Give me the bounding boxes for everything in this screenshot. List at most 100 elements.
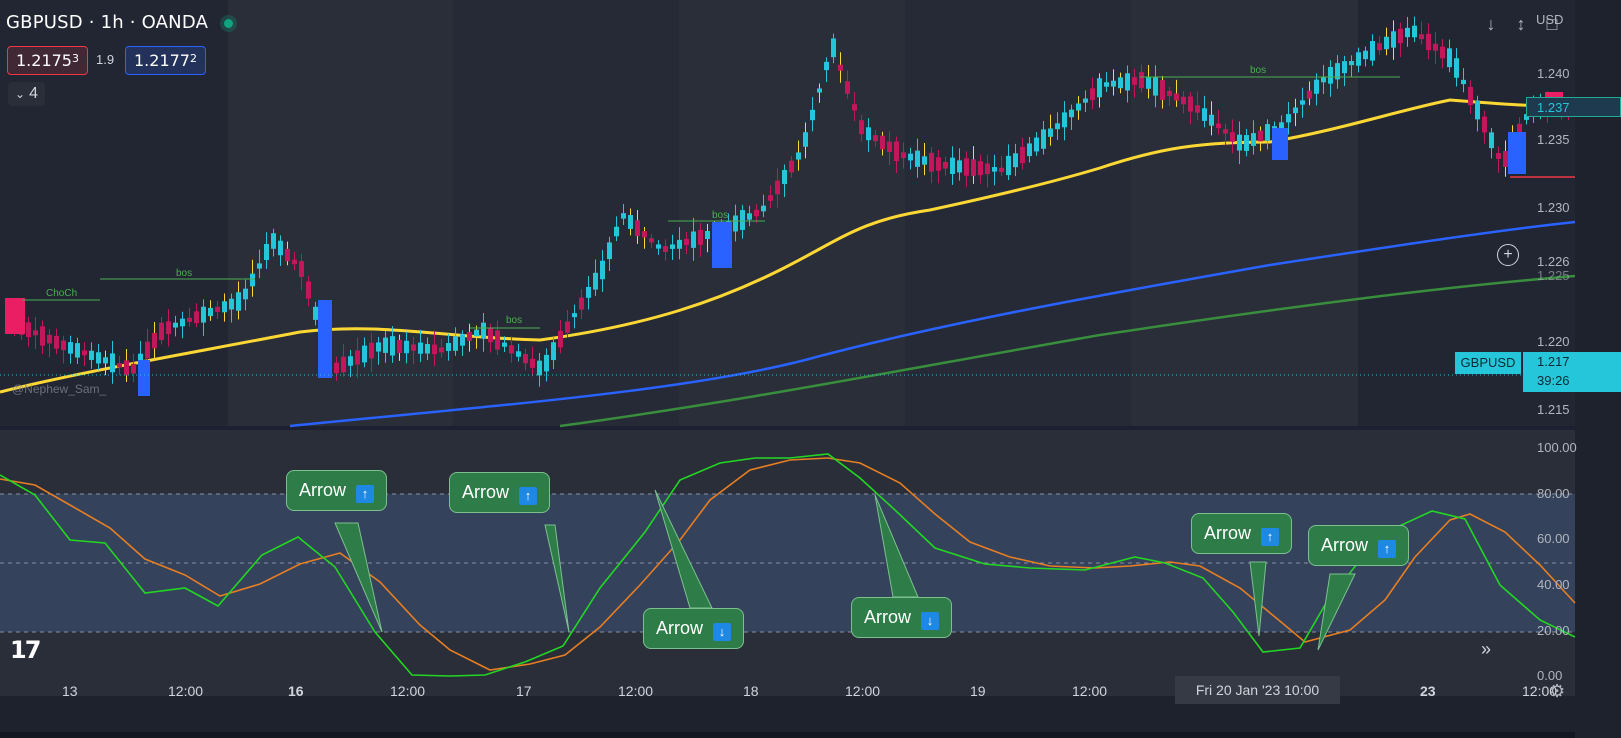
candle-body <box>1139 72 1144 89</box>
arrow-up-signal[interactable]: Arrow ↑ <box>286 470 388 511</box>
arrow-pointer <box>1249 561 1267 637</box>
candle-body <box>1027 143 1032 157</box>
candle-body <box>754 209 759 217</box>
tradingview-logo[interactable]: 17 <box>10 636 41 664</box>
candle-body <box>390 336 395 356</box>
candle-body <box>1300 100 1305 105</box>
price-axis-label: 1.230 <box>1537 200 1570 215</box>
candle-body <box>1174 93 1179 101</box>
price-axis-label: 1.220 <box>1537 334 1570 349</box>
candle-body <box>453 336 458 351</box>
sell-price: 1.2175 <box>16 51 72 70</box>
bar-countdown: 39:26 <box>1537 373 1570 388</box>
arrow-down-signal[interactable]: Arrow ↓ <box>851 597 953 638</box>
arrow-signal-label: Arrow <box>656 618 704 638</box>
candle-body <box>1223 129 1228 134</box>
candle-body <box>859 120 864 135</box>
candle-body <box>866 127 871 141</box>
candle-body <box>1216 123 1221 129</box>
candle-body <box>362 345 367 363</box>
time-axis-label: 23 <box>1420 683 1436 699</box>
candle-body <box>1286 114 1291 123</box>
candle-body <box>1279 122 1284 129</box>
candle-body <box>915 150 920 167</box>
candle-body <box>33 330 38 336</box>
candle-body <box>789 160 794 173</box>
add-alert-button[interactable]: + <box>1497 244 1519 266</box>
candle-body <box>502 342 507 347</box>
session-band <box>905 0 1131 426</box>
collapse-icon[interactable]: ↕ <box>1516 14 1526 34</box>
candle-body <box>1342 61 1347 74</box>
arrow-signal-label: Arrow <box>299 480 347 500</box>
candle-body <box>586 286 591 298</box>
candle-body <box>509 345 514 354</box>
candle-body <box>1377 43 1382 51</box>
price-axis-label: 1.215 <box>1537 402 1570 417</box>
candle-body <box>1384 36 1389 50</box>
gear-icon[interactable]: ⚙ <box>1549 681 1566 701</box>
candle-body <box>887 141 892 153</box>
candle-body <box>1237 134 1242 151</box>
candle-body <box>187 317 192 322</box>
osc-axis-label: 80.00 <box>1537 486 1570 501</box>
price-axis-label: 1.225 <box>1537 268 1570 283</box>
highlight-candle <box>318 300 332 378</box>
candle-body <box>1244 135 1249 151</box>
candle-body <box>152 333 157 349</box>
osc-axis-label: 40.00 <box>1537 577 1570 592</box>
bos-label-1: bos <box>176 268 192 279</box>
candle-body <box>705 231 710 239</box>
candle-body <box>992 167 997 172</box>
buy-price-pip: 2 <box>189 52 197 65</box>
arrow-up-signal[interactable]: Arrow ↑ <box>1308 525 1410 566</box>
candle-body <box>838 64 843 71</box>
arrow-pointer <box>544 524 570 633</box>
candle-body <box>173 322 178 328</box>
candle-body <box>565 321 570 333</box>
ema-fast-line <box>0 98 1576 394</box>
candle-body <box>1447 48 1452 68</box>
candle-body <box>481 322 486 339</box>
candle-body <box>222 301 227 313</box>
market-open-indicator <box>224 19 233 28</box>
candle-body <box>26 322 31 338</box>
candle-body <box>1153 77 1158 96</box>
candle-body <box>285 248 290 262</box>
candle-body <box>1020 146 1025 164</box>
candle-body <box>411 344 416 351</box>
indicators-toggle[interactable]: ⌄ 4 <box>8 82 45 106</box>
fullscreen-icon[interactable]: □ <box>1546 14 1558 34</box>
scroll-to-realtime-button[interactable]: » <box>1469 632 1503 666</box>
candle-body <box>460 334 465 346</box>
candle-body <box>1489 132 1494 149</box>
arrow-up-signal[interactable]: Arrow ↑ <box>1191 513 1293 554</box>
buy-button[interactable]: 1.21772 <box>125 46 206 75</box>
time-axis-label: 12:00 <box>168 683 204 699</box>
arrow-up-icon: ↑ <box>519 487 538 505</box>
candle-body <box>950 157 955 175</box>
candle-body <box>47 334 52 344</box>
session-band <box>453 0 679 426</box>
candle-body <box>425 343 430 354</box>
arrow-down-signal[interactable]: Arrow ↓ <box>643 608 745 649</box>
candle-body <box>1013 153 1018 168</box>
candle-body <box>1293 107 1298 114</box>
current-price: 1.217 <box>1537 354 1570 369</box>
candle-body <box>1188 96 1193 112</box>
currency-label[interactable]: USD <box>1536 12 1564 27</box>
candle-body <box>1426 33 1431 51</box>
candle-body <box>1090 88 1095 100</box>
candle-body <box>873 135 878 142</box>
time-axis-label: 12:00 <box>390 683 426 699</box>
candle-body <box>1230 132 1235 142</box>
candle-body <box>901 152 906 159</box>
symbol-title[interactable]: GBPUSD · 1h · OANDA <box>6 12 209 33</box>
candle-body <box>1146 77 1151 89</box>
sell-button[interactable]: 1.21753 <box>7 46 88 75</box>
candles <box>5 16 1571 396</box>
arrow-up-signal[interactable]: Arrow ↑ <box>449 472 551 513</box>
arrow-down-icon[interactable]: ↓ <box>1486 14 1496 34</box>
candle-body <box>677 239 682 249</box>
